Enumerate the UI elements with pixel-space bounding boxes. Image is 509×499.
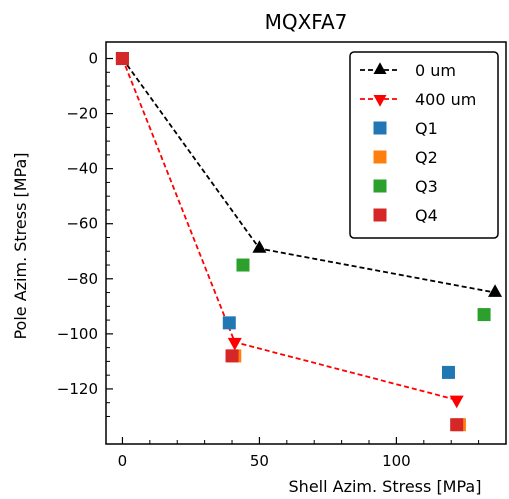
- legend-marker: [373, 121, 387, 135]
- y-tick-label: −60: [66, 215, 98, 233]
- scatter-point-q4: [115, 52, 129, 66]
- y-tick-label: −100: [57, 325, 98, 343]
- series-markers: [115, 52, 503, 432]
- y-tick-label: −20: [66, 105, 98, 123]
- x-tick-label: 0: [118, 452, 128, 470]
- scatter-point-q3: [477, 308, 491, 322]
- scatter-point-q1: [441, 365, 455, 379]
- scatter-point-q4: [450, 418, 464, 432]
- y-tick-label: −40: [66, 160, 98, 178]
- legend-label: 400 um: [415, 90, 476, 109]
- legend-label: Q2: [415, 148, 438, 167]
- y-tick-label: −120: [57, 380, 98, 398]
- y-axis-label: Pole Azim. Stress [MPa]: [11, 152, 30, 339]
- x-tick-label: 100: [382, 452, 411, 470]
- legend-label: Q3: [415, 177, 438, 196]
- legend-label: Q4: [415, 206, 438, 225]
- legend: 0 um 400 um Q1 Q2 Q3 Q4: [349, 51, 499, 239]
- y-tick-label: −80: [66, 270, 98, 288]
- line-point-400-um: [227, 337, 242, 351]
- legend-marker: [373, 62, 387, 74]
- x-tick-label: 50: [250, 452, 269, 470]
- line-point-400-um: [449, 395, 464, 409]
- legend-marker: [373, 208, 387, 222]
- plot-frame: [105, 41, 507, 445]
- legend-label: 0 um: [415, 61, 456, 80]
- ticks-layer: 0 50 100 0 −20 −40 −60 −80 −100 −120: [57, 50, 480, 470]
- legend-marker: [373, 150, 387, 164]
- legend-marker: [373, 95, 387, 107]
- line-point-0-um: [488, 284, 503, 297]
- legend-marker: [373, 179, 387, 193]
- line-point-0-um: [252, 240, 267, 253]
- y-tick-label: 0: [88, 50, 98, 68]
- scatter-point-q4: [225, 349, 239, 363]
- chart-title: MQXFA7: [265, 10, 348, 34]
- scatter-point-q1: [222, 316, 236, 330]
- scatter-point-q3: [236, 258, 250, 272]
- x-axis-label: Shell Azim. Stress [MPa]: [289, 477, 482, 496]
- legend-label: Q1: [415, 119, 438, 138]
